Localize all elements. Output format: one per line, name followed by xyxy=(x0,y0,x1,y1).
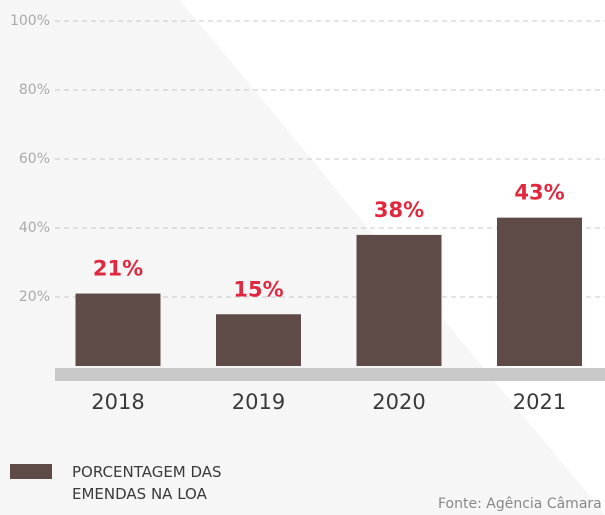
data-label: 21% xyxy=(93,257,143,281)
x-tick-label: 2018 xyxy=(91,390,144,414)
y-tick-label: 100% xyxy=(10,13,50,29)
bar xyxy=(216,314,301,366)
bar xyxy=(356,234,442,366)
data-label: 15% xyxy=(233,277,283,301)
legend-swatch xyxy=(10,464,52,479)
x-tick-label: 2021 xyxy=(513,390,566,414)
data-label: 38% xyxy=(374,198,424,222)
bar xyxy=(75,293,161,366)
y-tick-label: 60% xyxy=(19,151,50,167)
data-label: 43% xyxy=(514,181,564,205)
y-tick-label: 40% xyxy=(19,220,50,236)
y-tick-label: 20% xyxy=(19,289,50,305)
x-tick-label: 2020 xyxy=(372,390,425,414)
x-tick-label: 2019 xyxy=(232,390,285,414)
legend-label: PORCENTAGEM DAS EMENDAS NA LOA xyxy=(72,463,222,503)
baseline xyxy=(55,368,605,381)
bar xyxy=(497,217,582,366)
source-note: Fonte: Agência Câmara xyxy=(438,496,602,512)
y-tick-label: 80% xyxy=(19,82,50,98)
